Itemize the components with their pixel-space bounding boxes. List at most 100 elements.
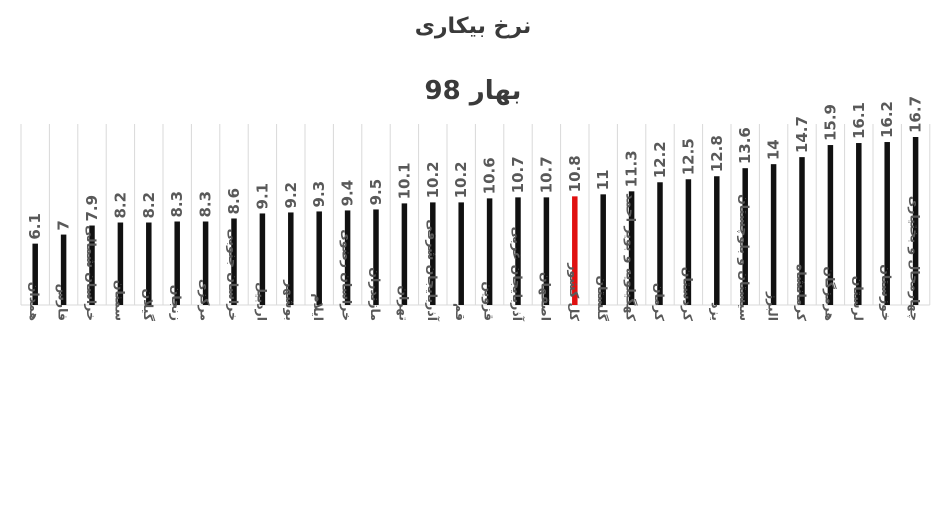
- data-label: 12.8: [708, 135, 726, 172]
- category-label: کرمانشاه: [794, 264, 809, 322]
- bar: [770, 164, 777, 305]
- data-label: 9.4: [339, 180, 357, 207]
- category-label: بوشهر: [283, 279, 298, 321]
- category-label: قم: [453, 303, 468, 321]
- data-label: 13.6: [736, 127, 754, 164]
- bar: [742, 168, 748, 305]
- bar: [259, 213, 266, 305]
- data-label: 11.3: [623, 150, 641, 187]
- bar: [714, 176, 720, 305]
- bar: [344, 210, 351, 305]
- data-label: 8.2: [140, 192, 158, 219]
- bar: [231, 218, 237, 305]
- category-label: چهارمحال و بختیاری: [908, 196, 923, 321]
- data-label: 7.9: [83, 195, 101, 222]
- bar: [32, 243, 38, 305]
- data-label: 8.2: [111, 192, 129, 219]
- bar: [89, 225, 95, 305]
- data-label: 16.2: [878, 101, 896, 138]
- data-label: 9.3: [310, 181, 328, 208]
- chart-subtitle: بهار 98: [424, 76, 522, 106]
- category-label: قزوین: [482, 281, 497, 321]
- category-label: آذربایجان شرقی: [425, 219, 440, 321]
- data-label: 10.1: [395, 162, 413, 199]
- bar: [685, 179, 692, 305]
- bar: [799, 157, 805, 305]
- data-label: 8.3: [197, 191, 215, 218]
- bar: [600, 194, 606, 305]
- chart-title: نرخ بیکاری: [414, 14, 532, 39]
- bar: [856, 143, 862, 305]
- category-label: همدان: [27, 282, 42, 321]
- data-label: 14: [765, 139, 783, 160]
- bar: [657, 182, 663, 305]
- bar: [628, 191, 635, 305]
- category-label: گیلان: [141, 288, 156, 321]
- data-label: 8.3: [168, 191, 186, 218]
- bar: [117, 222, 124, 305]
- bar: [288, 212, 294, 305]
- category-label: لرستان: [851, 276, 866, 321]
- data-label: 12.2: [651, 141, 669, 178]
- category-label: گلستان: [595, 275, 610, 321]
- bar: [486, 198, 493, 305]
- bar-highlight: [572, 196, 578, 305]
- category-label: هرمزگان: [822, 266, 837, 321]
- category-label: مازندران: [368, 267, 383, 321]
- bar: [884, 142, 890, 305]
- category-label: سمنان: [112, 280, 127, 321]
- bar: [515, 197, 521, 305]
- data-label: 16.7: [907, 96, 925, 133]
- bar: [373, 209, 379, 305]
- bar: [174, 221, 180, 305]
- category-label: فارس: [56, 284, 71, 321]
- data-label: 6.1: [26, 213, 44, 240]
- category-label: یزد: [709, 302, 724, 321]
- data-label: 10.2: [424, 161, 442, 198]
- data-label: 10.7: [509, 156, 527, 193]
- category-label: البرز: [766, 291, 781, 321]
- data-label: 16.1: [850, 102, 868, 139]
- category-label: مرکزی: [198, 279, 213, 321]
- grid-lines: [20, 124, 931, 305]
- category-label: خراسان رضوی: [340, 229, 355, 321]
- category-label: تهران: [396, 285, 411, 321]
- data-label: 10.7: [537, 156, 555, 193]
- category-label: سیستان و بلوچستان: [737, 194, 752, 321]
- data-label: 15.9: [821, 104, 839, 141]
- category-label: خوزستان: [879, 264, 894, 321]
- bar: [430, 202, 436, 305]
- category-label: خراسان جنوبی: [226, 229, 241, 321]
- data-label: 10.6: [481, 157, 499, 194]
- data-label: 11: [594, 169, 612, 190]
- bar: [401, 203, 408, 305]
- category-label: کرمان: [652, 283, 667, 322]
- bar: [146, 222, 152, 305]
- bar: [912, 137, 919, 305]
- bar: [202, 221, 209, 305]
- category-label: زنجان: [169, 285, 184, 321]
- data-label: 10.2: [452, 161, 470, 198]
- bar: [827, 145, 834, 305]
- data-label: 14.7: [793, 116, 811, 153]
- data-label: 9.2: [282, 182, 300, 209]
- data-label: 8.6: [225, 188, 243, 215]
- data-label: 7: [55, 220, 73, 230]
- category-label: ایلام: [310, 293, 326, 321]
- bar: [316, 211, 322, 305]
- bar: [60, 234, 67, 305]
- category-label: کردستان: [680, 267, 695, 322]
- data-label: 9.5: [367, 179, 385, 206]
- category-label: اصفهان: [538, 272, 553, 321]
- bar: [543, 197, 550, 305]
- category-label: خراسان شمالی: [84, 225, 99, 321]
- data-label: 10.8: [566, 155, 584, 192]
- bar: [458, 202, 464, 305]
- data-label: 9.1: [253, 183, 271, 210]
- category-label: کل کشور: [567, 262, 582, 322]
- category-label: آذربایجان غربی: [510, 227, 525, 322]
- category-label: کهگیلویه و بویر احمد: [624, 193, 639, 322]
- category-label: اردبیل: [254, 282, 269, 321]
